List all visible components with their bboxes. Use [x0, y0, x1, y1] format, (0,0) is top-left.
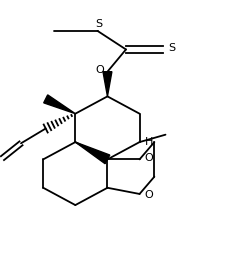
Text: O: O	[144, 153, 153, 163]
Text: S: S	[95, 19, 102, 29]
Text: H: H	[145, 136, 154, 146]
Text: O: O	[96, 66, 104, 76]
Polygon shape	[44, 95, 75, 114]
Polygon shape	[103, 72, 112, 96]
Text: O: O	[144, 190, 153, 200]
Text: S: S	[168, 43, 175, 53]
Polygon shape	[75, 142, 110, 164]
